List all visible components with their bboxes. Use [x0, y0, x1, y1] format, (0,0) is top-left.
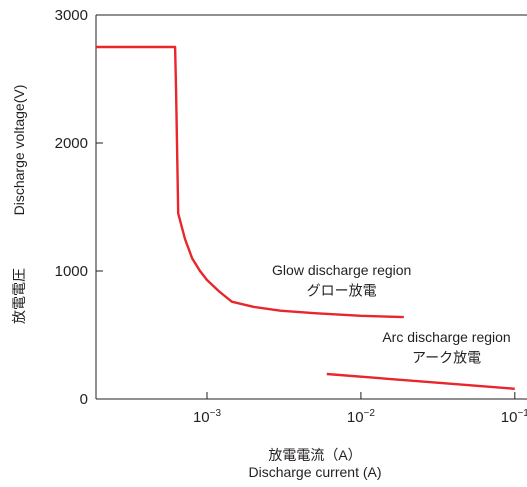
y-tick-label: 1000 [55, 263, 88, 280]
x-tick-label: 10−1 [501, 408, 527, 426]
y-tick-label: 2000 [55, 135, 88, 152]
x-tick-label: 10−2 [347, 408, 376, 426]
annotations: Glow discharge region グロー放電 Arc discharge … [272, 262, 511, 366]
annotation-label: アーク放電 [412, 350, 481, 366]
arc-discharge-line [326, 372, 515, 390]
annotation-label: グロー放電 [307, 282, 377, 298]
y-tick-label: 0 [80, 391, 88, 408]
x-ticks: 10−3 10−2 10−1 [193, 392, 527, 426]
x-axis-title-jp: 放電電流（A） [268, 447, 361, 463]
series-group [96, 45, 515, 390]
x-tick-label: 10−3 [193, 408, 222, 426]
glow-discharge-curve [96, 45, 404, 319]
y-tick-label: 3000 [55, 7, 88, 24]
x-axis-title: Discharge current (A) [248, 464, 381, 480]
y-axis-title-jp: 放電電圧 [11, 268, 27, 324]
annotation-label: Glow discharge region [272, 262, 411, 278]
y-ticks: 0 1000 2000 3000 [55, 7, 103, 408]
annotation-label: Arc discharge region [382, 329, 510, 345]
y-axis-title: Discharge voltage(V) [11, 85, 27, 216]
